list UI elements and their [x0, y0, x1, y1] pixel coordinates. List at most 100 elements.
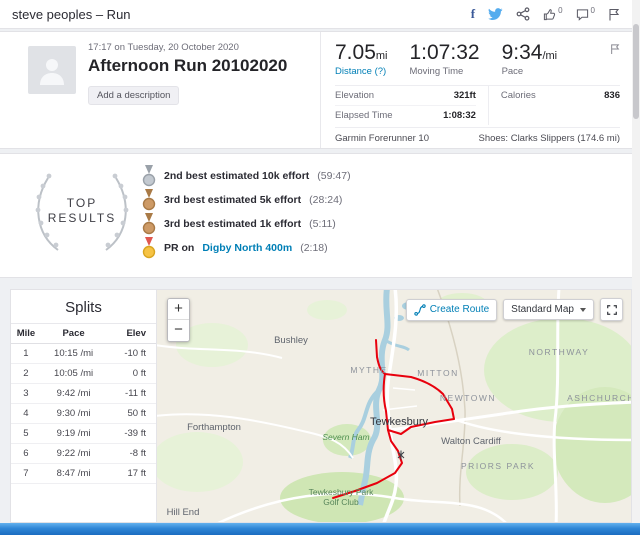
laurel-wreath-icon — [35, 173, 129, 251]
distance-unit: mi — [375, 50, 388, 62]
stats-panel: 7.05mi Distance (?) 1:07:32 Moving Time … — [320, 32, 632, 148]
gear-row: Garmin Forerunner 10 Shoes: Clarks Slipp… — [335, 127, 620, 144]
top-results-heading: TOP RESULTS — [22, 196, 142, 226]
facebook-icon: f — [470, 6, 476, 21]
poi-marker-icon — [397, 450, 405, 460]
col-elev: Elev — [106, 323, 156, 344]
achievement-list: 2nd best estimated 10k effort (59:47) 3r… — [142, 164, 622, 260]
achievement-item: 3rd best estimated 5k effort (28:24) — [142, 188, 622, 212]
calories-label: Calories — [500, 90, 536, 101]
create-route-label: Create Route — [429, 304, 490, 315]
comment-count: 0 — [590, 5, 595, 15]
pace-value: 9:34 — [501, 41, 543, 64]
splits-table: Mile Pace Elev 1 10:15 /mi -10 ft 2 10:05 /… — [11, 323, 156, 484]
social-actions: f 0 0 — [471, 5, 620, 21]
top-results-line2: RESULTS — [47, 211, 117, 225]
add-description-button[interactable]: Add a description — [88, 86, 180, 105]
share-button[interactable] — [516, 7, 530, 21]
primary-stats: 7.05mi Distance (?) 1:07:32 Moving Time … — [335, 41, 620, 77]
stat-pace: 9:34/mi Pace — [502, 41, 558, 77]
achievement-item: 2nd best estimated 10k effort (59:47) — [142, 164, 622, 188]
map-toolbar: Create Route Standard Map — [405, 298, 623, 321]
achievement-item-pr: PR on Digby North 400m (2:18) — [142, 236, 622, 260]
stat-moving-time: 1:07:32 Moving Time — [409, 41, 479, 77]
elevation-value: 321ft — [453, 90, 476, 101]
calories-row: Calories 836 — [501, 86, 620, 105]
pr-prefix: PR on — [164, 242, 195, 254]
elapsed-time-value: 1:08:32 — [443, 110, 476, 121]
elevation-label: Elevation — [335, 90, 375, 101]
shoes-info: Shoes: Clarks Slippers (174.6 mi) — [478, 133, 621, 144]
splits-title: Splits — [65, 299, 102, 316]
splits-panel: Splits Mile Pace Elev 1 10:15 /mi -10 ft 2… — [11, 290, 157, 522]
split-row: 5 9:19 /mi -39 ft — [11, 423, 156, 444]
achievement-time: (5:11) — [309, 218, 336, 230]
kudos-button[interactable]: 0 — [543, 5, 563, 21]
distance-value: 7.05 — [335, 41, 376, 64]
col-mile: Mile — [11, 323, 41, 344]
col-pace: Pace — [40, 323, 107, 344]
gold-medal-icon — [142, 237, 156, 259]
segment-link[interactable]: Digby North 400m — [202, 242, 293, 254]
achievement-time: (28:24) — [309, 194, 343, 206]
activity-timestamp: 17:17 on Tuesday, 20 October 2020 — [88, 42, 239, 53]
elevation-row: Elevation 321ft — [335, 86, 476, 106]
create-route-button[interactable]: Create Route — [405, 298, 498, 321]
bronze-medal-icon — [142, 189, 156, 211]
secondary-stats: Elevation 321ft Elapsed Time 1:08:32 Cal… — [335, 85, 620, 125]
fullscreen-button[interactable] — [600, 298, 623, 321]
split-row: 7 8:47 /mi 17 ft — [11, 463, 156, 484]
flag-icon — [609, 8, 620, 20]
flag-icon — [611, 44, 620, 54]
elapsed-time-label: Elapsed Time — [335, 110, 393, 121]
facebook-share-button[interactable]: f — [471, 7, 475, 21]
split-row: 2 10:05 /mi 0 ft — [11, 363, 156, 384]
twitter-icon — [488, 7, 503, 20]
avatar[interactable] — [28, 46, 76, 94]
taskbar-edge[interactable] — [0, 523, 640, 535]
split-row: 4 9:30 /mi 50 ft — [11, 403, 156, 424]
moving-time-value: 1:07:32 — [409, 41, 480, 64]
top-bar: steve peoples – Run f 0 — [0, 0, 632, 29]
zoom-control: + − — [167, 298, 190, 342]
zoom-out-button[interactable]: − — [168, 320, 189, 341]
achievement-item: 3rd best estimated 1k effort (5:11) — [142, 212, 622, 236]
map-type-label: Standard Map — [511, 304, 574, 315]
silver-medal-icon — [142, 165, 156, 187]
calories-value: 836 — [604, 90, 620, 101]
kudos-count: 0 — [558, 5, 563, 15]
moving-time-label: Moving Time — [409, 66, 464, 77]
comment-icon — [576, 8, 588, 21]
route-icon — [413, 303, 426, 316]
laurel-wreath: TOP RESULTS — [22, 166, 142, 262]
twitter-share-button[interactable] — [488, 7, 503, 21]
caret-down-icon — [580, 307, 586, 312]
achievement-text: 3rd best estimated 5k effort — [164, 194, 302, 206]
achievement-time: (2:18) — [300, 242, 328, 254]
distance-label[interactable]: Distance (?) — [335, 66, 387, 77]
stat-distance: 7.05mi Distance (?) — [335, 41, 387, 77]
achievement-text: 3rd best estimated 1k effort — [164, 218, 302, 230]
splits-map-card: Splits Mile Pace Elev 1 10:15 /mi -10 ft 2… — [10, 289, 632, 523]
map-canvas — [157, 290, 631, 522]
split-row: 3 9:42 /mi -11 ft — [11, 383, 156, 404]
share-icon — [516, 7, 530, 21]
flag-activity-button[interactable] — [608, 8, 620, 21]
comment-button[interactable]: 0 — [576, 5, 595, 21]
device-name: Garmin Forerunner 10 — [335, 133, 429, 144]
scrollbar-thumb[interactable] — [633, 24, 639, 119]
split-row: 1 10:15 /mi -10 ft — [11, 343, 156, 364]
zoom-in-button[interactable]: + — [168, 299, 189, 320]
top-results-line1: TOP — [66, 196, 98, 210]
achievement-time: (59:47) — [317, 170, 351, 182]
pace-label: Pace — [501, 66, 524, 77]
person-icon — [40, 59, 64, 85]
report-flag-button[interactable] — [610, 42, 620, 60]
elapsed-time-row: Elapsed Time 1:08:32 — [335, 106, 476, 125]
activity-title: Afternoon Run 20102020 — [88, 56, 288, 75]
bronze-medal-icon — [142, 213, 156, 235]
page-scrollbar — [632, 0, 640, 523]
activity-summary-card: 17:17 on Tuesday, 20 October 2020 Aftern… — [0, 31, 632, 149]
route-map[interactable]: Bushley MYTHE MITTON NEWTOWN NORTHWAY AS… — [157, 290, 631, 522]
map-type-dropdown[interactable]: Standard Map — [503, 299, 594, 320]
